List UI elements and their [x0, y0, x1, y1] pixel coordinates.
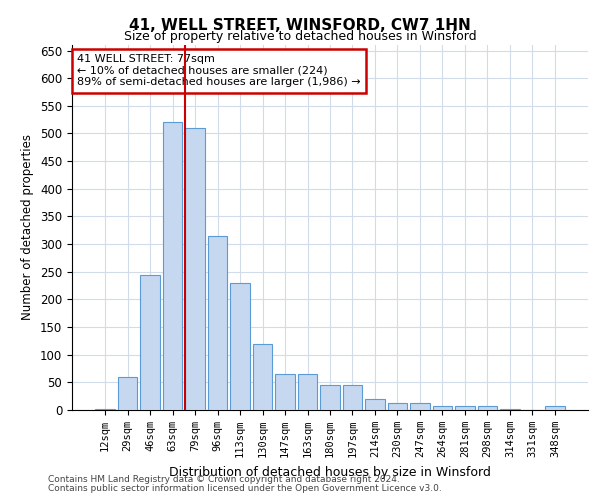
Bar	[410, 404, 430, 410]
Bar	[208, 236, 227, 410]
Bar	[545, 406, 565, 410]
Bar	[275, 374, 295, 410]
Bar	[298, 374, 317, 410]
Bar	[478, 406, 497, 410]
X-axis label: Distribution of detached houses by size in Winsford: Distribution of detached houses by size …	[169, 466, 491, 478]
Text: 41, WELL STREET, WINSFORD, CW7 1HN: 41, WELL STREET, WINSFORD, CW7 1HN	[129, 18, 471, 32]
Text: 41 WELL STREET: 77sqm
← 10% of detached houses are smaller (224)
89% of semi-det: 41 WELL STREET: 77sqm ← 10% of detached …	[77, 54, 361, 88]
Bar	[455, 406, 475, 410]
Bar	[253, 344, 272, 410]
Bar	[140, 274, 160, 410]
Bar	[388, 404, 407, 410]
Bar	[343, 385, 362, 410]
Text: Contains public sector information licensed under the Open Government Licence v3: Contains public sector information licen…	[48, 484, 442, 493]
Bar	[230, 283, 250, 410]
Bar	[365, 399, 385, 410]
Bar	[118, 377, 137, 410]
Y-axis label: Number of detached properties: Number of detached properties	[22, 134, 34, 320]
Bar	[95, 409, 115, 410]
Bar	[163, 122, 182, 410]
Bar	[185, 128, 205, 410]
Text: Contains HM Land Registry data © Crown copyright and database right 2024.: Contains HM Land Registry data © Crown c…	[48, 475, 400, 484]
Bar	[320, 385, 340, 410]
Bar	[433, 406, 452, 410]
Text: Size of property relative to detached houses in Winsford: Size of property relative to detached ho…	[124, 30, 476, 43]
